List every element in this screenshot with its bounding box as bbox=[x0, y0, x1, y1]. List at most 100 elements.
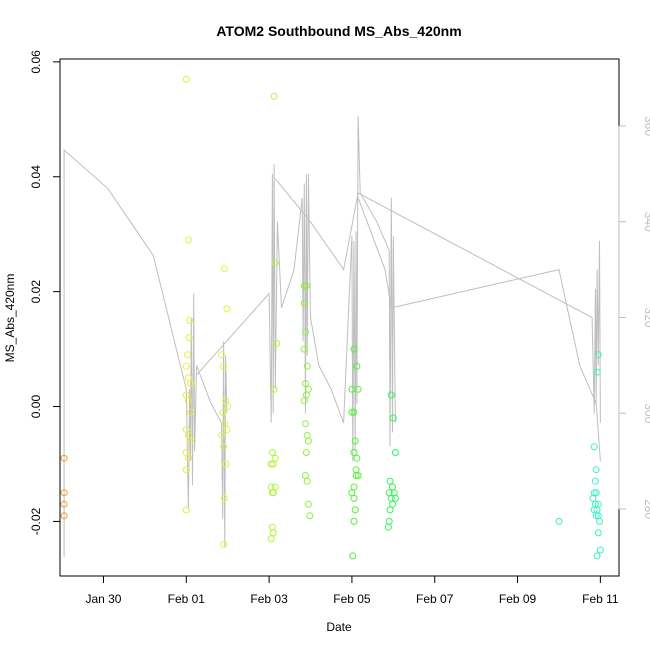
data-point bbox=[220, 362, 228, 370]
data-point bbox=[350, 408, 358, 416]
data-point bbox=[389, 414, 397, 422]
data-point bbox=[184, 236, 192, 244]
data-point bbox=[302, 420, 309, 428]
data-point bbox=[185, 334, 193, 342]
x-tick-label: Feb 11 bbox=[582, 592, 619, 606]
data-point bbox=[300, 345, 308, 353]
data-point bbox=[350, 345, 358, 353]
right-y-axis: 280 300 320 340 360 bbox=[618, 116, 650, 519]
data-point bbox=[594, 529, 602, 537]
x-axis: Jan 30 Feb 01 Feb 03 Feb 05 Feb 07 Feb 09 Feb … bbox=[85, 575, 619, 606]
data-point bbox=[306, 512, 314, 520]
data-point bbox=[220, 494, 228, 502]
data-point bbox=[219, 408, 227, 416]
data-point bbox=[303, 362, 311, 370]
y-axis-label: MS_Abs_420nm bbox=[3, 274, 17, 363]
data-point bbox=[351, 506, 359, 514]
data-point bbox=[592, 512, 600, 520]
data-point bbox=[303, 477, 311, 485]
data-point bbox=[384, 523, 392, 531]
data-point bbox=[182, 75, 190, 83]
data-point bbox=[220, 540, 228, 548]
data-point bbox=[389, 500, 396, 508]
data-point bbox=[60, 500, 68, 508]
data-point bbox=[348, 408, 356, 416]
x-tick-label: Feb 01 bbox=[168, 592, 206, 606]
data-point bbox=[60, 454, 68, 462]
data-point bbox=[186, 437, 194, 445]
data-point bbox=[300, 299, 308, 307]
x-tick-label: Feb 07 bbox=[416, 592, 454, 606]
trace-line-2 bbox=[196, 116, 396, 462]
data-point bbox=[596, 546, 604, 554]
data-point bbox=[60, 489, 68, 497]
y-axis: -0.02 0.00 0.02 0.04 0.06 bbox=[29, 50, 61, 535]
data-point bbox=[224, 403, 232, 410]
data-point bbox=[223, 426, 231, 433]
data-point bbox=[555, 517, 563, 525]
right-y-tick-label: 320 bbox=[642, 307, 650, 327]
y-tick-label: 0.04 bbox=[29, 165, 43, 189]
data-point bbox=[590, 443, 598, 451]
trace-line-4 bbox=[357, 197, 601, 462]
trace-line-3 bbox=[274, 178, 601, 423]
data-point bbox=[302, 449, 310, 456]
data-point bbox=[269, 489, 277, 497]
data-point bbox=[186, 380, 194, 388]
data-point bbox=[218, 431, 225, 439]
data-point bbox=[184, 454, 192, 462]
data-point bbox=[304, 500, 312, 508]
data-point bbox=[350, 517, 358, 525]
data-point bbox=[220, 443, 228, 451]
data-point bbox=[182, 362, 190, 370]
data-point bbox=[592, 466, 600, 474]
y-tick-label: 0.02 bbox=[29, 280, 43, 304]
data-point bbox=[353, 454, 361, 462]
data-point bbox=[302, 282, 310, 290]
data-point bbox=[186, 316, 194, 324]
data-point bbox=[267, 460, 275, 468]
y-tick-label: -0.02 bbox=[29, 507, 43, 535]
data-point bbox=[267, 535, 275, 543]
data-point bbox=[271, 259, 279, 267]
data-point bbox=[592, 489, 600, 497]
x-tick-label: Feb 05 bbox=[333, 592, 371, 606]
data-point bbox=[391, 494, 399, 502]
x-tick-label: Feb 03 bbox=[250, 592, 288, 606]
data-point bbox=[349, 552, 357, 560]
data-point bbox=[218, 351, 225, 359]
data-point bbox=[589, 494, 597, 502]
secondary-trace-layer bbox=[63, 116, 601, 557]
data-point bbox=[273, 339, 281, 347]
chart-title: ATOM2 Southbound MS_Abs_420nm bbox=[216, 23, 461, 39]
right-y-tick-label: 360 bbox=[642, 116, 650, 136]
data-point bbox=[350, 494, 358, 502]
data-point bbox=[184, 397, 192, 405]
data-point bbox=[186, 408, 194, 416]
data-point bbox=[352, 472, 360, 479]
data-point bbox=[222, 460, 230, 468]
data-point bbox=[350, 449, 358, 456]
data-point bbox=[60, 512, 68, 520]
points-layer bbox=[60, 75, 604, 560]
data-point bbox=[386, 477, 394, 485]
data-point bbox=[300, 282, 308, 290]
data-point bbox=[302, 380, 309, 388]
data-point bbox=[268, 449, 276, 456]
data-point bbox=[354, 472, 362, 479]
data-point bbox=[270, 92, 278, 100]
data-point bbox=[220, 265, 228, 273]
x-tick-label: Feb 09 bbox=[499, 592, 537, 606]
data-point bbox=[594, 351, 602, 359]
trace-line-1 bbox=[63, 148, 228, 557]
data-point bbox=[354, 385, 362, 393]
data-point bbox=[386, 506, 394, 514]
data-point bbox=[593, 368, 601, 376]
data-point bbox=[593, 552, 601, 560]
data-point bbox=[269, 460, 277, 468]
right-y-tick-label: 280 bbox=[642, 499, 650, 519]
data-point bbox=[353, 362, 361, 370]
data-point bbox=[184, 351, 191, 359]
data-point bbox=[270, 385, 278, 393]
